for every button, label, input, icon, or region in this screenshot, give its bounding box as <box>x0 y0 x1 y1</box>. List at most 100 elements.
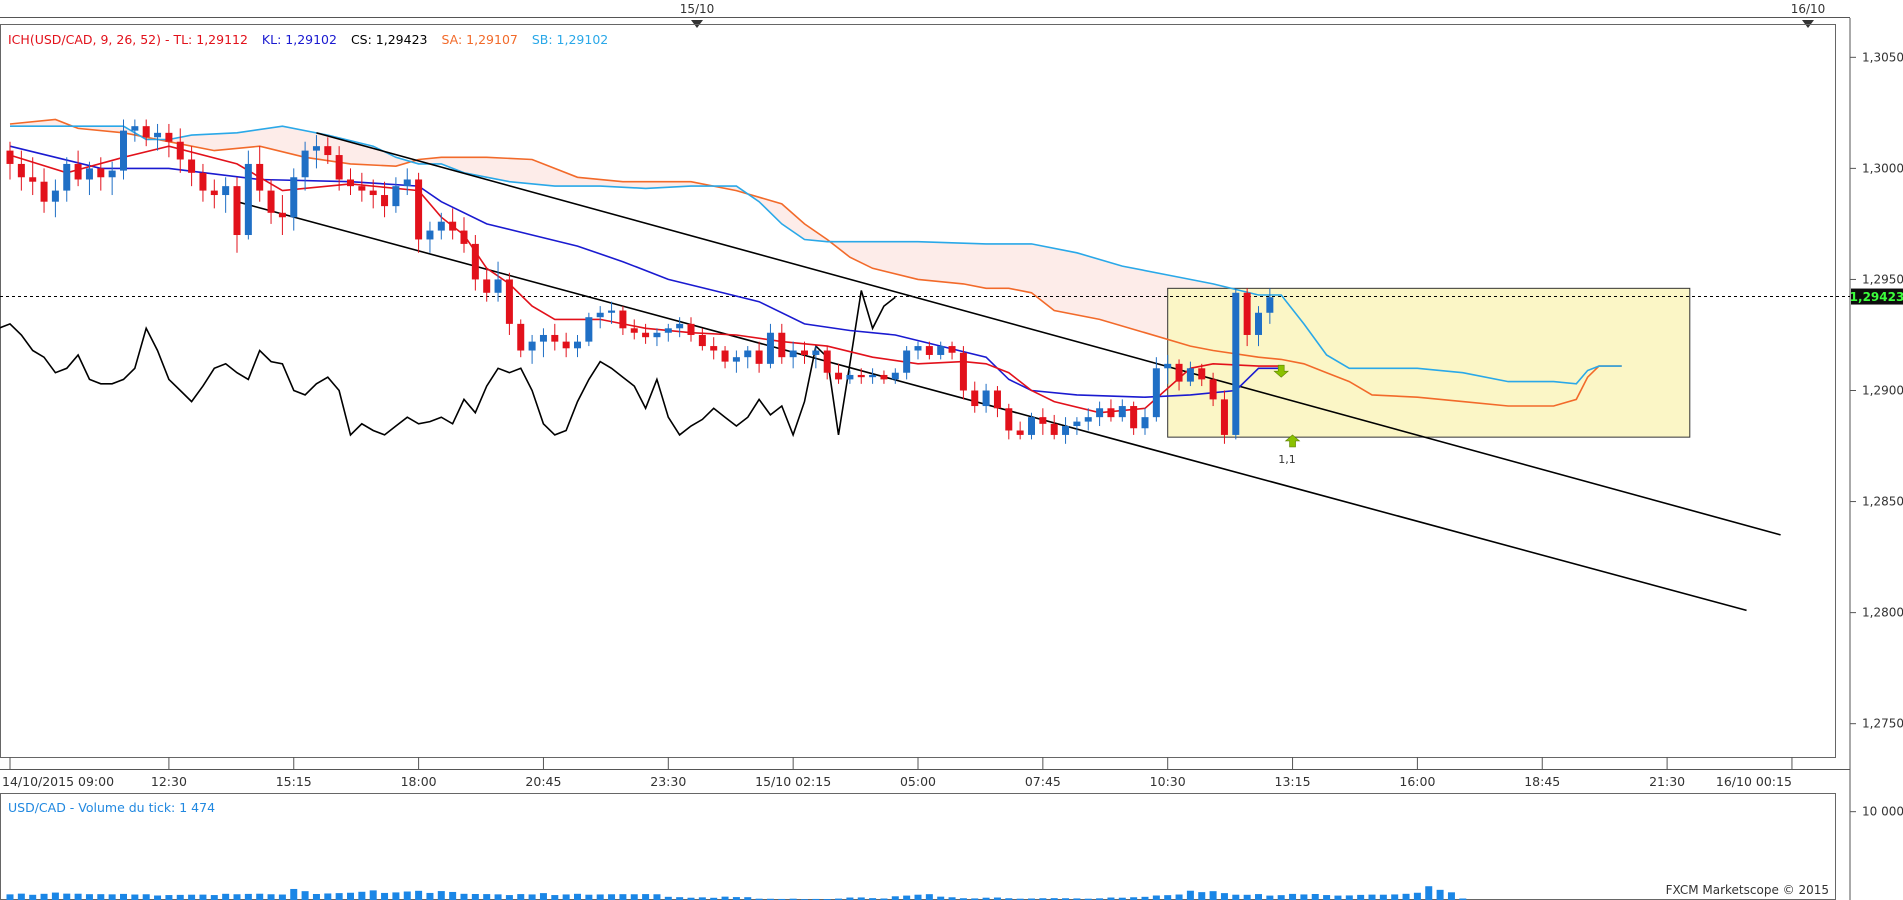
candle-body <box>766 332 774 364</box>
volume-bar <box>324 893 332 900</box>
candle <box>630 319 638 340</box>
candle-body <box>267 190 275 213</box>
volume-bar <box>1005 898 1013 900</box>
volume-bar <box>188 894 196 900</box>
volume-bar <box>1073 898 1081 900</box>
candle <box>835 363 843 384</box>
volume-bar <box>1459 898 1467 900</box>
volume-bar <box>1186 890 1194 900</box>
volume-bar <box>789 898 797 900</box>
volume-bar <box>744 897 752 900</box>
candle-body <box>608 310 616 313</box>
candle-body <box>494 279 502 293</box>
volume-bar <box>460 893 468 900</box>
volume-bar <box>517 894 525 900</box>
candle-body <box>1209 379 1217 400</box>
volume-bar <box>574 893 581 900</box>
candle <box>1141 408 1149 435</box>
candle-body <box>1039 417 1047 424</box>
volume-bar <box>937 896 945 900</box>
top-axis-label-1610: 16/10 <box>1791 2 1826 16</box>
candle <box>948 341 956 360</box>
candle <box>1198 363 1206 387</box>
volume-bar <box>1289 893 1297 900</box>
candle <box>6 141 14 180</box>
legend-sb: SB: 1,29102 <box>532 32 608 47</box>
volume-bar <box>914 894 922 900</box>
volume-bar <box>1016 898 1024 900</box>
volume-bar <box>857 897 865 900</box>
candle <box>256 146 264 202</box>
candle <box>653 328 661 347</box>
candle <box>63 157 71 202</box>
candle-body <box>278 212 286 218</box>
candle-body <box>1186 368 1194 382</box>
volume-bar <box>982 897 990 900</box>
candle <box>1152 357 1160 422</box>
candle <box>1016 421 1024 440</box>
candle <box>244 150 252 240</box>
volume-bar <box>698 897 706 900</box>
candle-body <box>857 374 865 378</box>
volume-bar <box>1107 897 1115 900</box>
volume-bar <box>812 898 820 900</box>
time-tick-label: 18:00 <box>401 774 437 789</box>
candle <box>812 346 820 369</box>
volume-bar <box>755 898 763 900</box>
price-tick-label: 1,2750 <box>1862 717 1903 731</box>
volume-bar <box>551 895 559 900</box>
volume-bar <box>1334 895 1342 900</box>
volume-bar <box>1096 898 1104 900</box>
candle <box>188 146 196 187</box>
volume-bar <box>392 892 400 900</box>
candle <box>846 370 854 384</box>
volume-bar <box>51 892 59 900</box>
candle-body <box>789 350 797 358</box>
volume-bar <box>256 893 264 900</box>
volume-bar <box>1141 896 1149 900</box>
candle <box>267 179 275 224</box>
candle <box>426 221 434 253</box>
candle-body <box>562 341 570 349</box>
volume-bar <box>403 891 411 900</box>
volume-bar <box>1323 895 1331 900</box>
candle-body <box>630 328 638 333</box>
volume-bar <box>267 894 275 900</box>
volume-bar <box>732 897 740 900</box>
candle <box>1028 412 1035 440</box>
candle-body <box>812 350 820 355</box>
candle-body <box>528 341 536 351</box>
volume-bar <box>778 898 786 900</box>
candle-body <box>880 374 888 380</box>
candle-body <box>664 328 672 333</box>
volume-bar <box>244 893 252 900</box>
candle <box>494 261 502 302</box>
indicator-legend: ICH(USD/CAD, 9, 26, 52) - TL: 1,29112 KL… <box>8 32 608 47</box>
volume-bar <box>562 894 570 900</box>
candle-body <box>108 170 116 178</box>
volume-bar <box>358 891 366 900</box>
volume-bar <box>971 898 979 900</box>
candle <box>744 346 752 369</box>
volume-bar <box>1300 894 1308 900</box>
candle <box>664 323 672 342</box>
volume-bar <box>1084 898 1092 900</box>
candle <box>290 168 298 231</box>
volume-bar <box>585 894 593 900</box>
candle-body <box>1152 368 1160 418</box>
candle <box>449 208 457 240</box>
volume-bar <box>17 893 25 900</box>
candle <box>369 179 377 209</box>
candle <box>880 370 888 384</box>
legend-sa: SA: 1,29107 <box>441 32 517 47</box>
candle-body <box>1028 417 1035 435</box>
volume-bars <box>6 886 1467 900</box>
candle-body <box>120 130 127 171</box>
candle-body <box>85 168 93 180</box>
time-tick-label: 15/10 02:15 <box>755 774 831 789</box>
candle <box>676 317 684 338</box>
volume-bar <box>846 897 854 900</box>
candle <box>1164 354 1172 384</box>
candle-body <box>188 159 196 173</box>
candle <box>959 346 967 400</box>
